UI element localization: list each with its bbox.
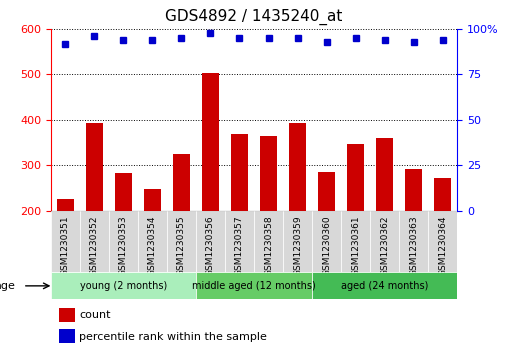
Bar	[173, 154, 190, 301]
Text: GSM1230351: GSM1230351	[61, 216, 70, 276]
Title: GDS4892 / 1435240_at: GDS4892 / 1435240_at	[165, 9, 343, 25]
Bar	[405, 169, 422, 301]
Text: aged (24 months): aged (24 months)	[341, 281, 428, 291]
Text: GSM1230353: GSM1230353	[119, 216, 128, 276]
Text: GSM1230359: GSM1230359	[293, 216, 302, 276]
Bar	[254, 211, 283, 272]
Bar	[312, 272, 457, 299]
Bar	[56, 199, 74, 301]
Text: GSM1230362: GSM1230362	[380, 216, 389, 276]
Bar	[51, 272, 196, 299]
Bar	[231, 134, 248, 301]
Bar	[318, 172, 335, 301]
Text: GSM1230356: GSM1230356	[206, 216, 215, 276]
Bar	[202, 73, 219, 301]
Bar	[115, 173, 132, 301]
Bar	[428, 211, 457, 272]
Bar	[138, 211, 167, 272]
Text: GSM1230363: GSM1230363	[409, 216, 418, 276]
Bar	[196, 272, 312, 299]
Bar	[370, 211, 399, 272]
Bar	[59, 308, 75, 322]
Text: percentile rank within the sample: percentile rank within the sample	[79, 332, 267, 342]
Bar	[51, 211, 80, 272]
Text: GSM1230355: GSM1230355	[177, 216, 186, 276]
Bar	[109, 211, 138, 272]
Text: GSM1230354: GSM1230354	[148, 216, 157, 276]
Bar	[312, 211, 341, 272]
Bar	[80, 211, 109, 272]
Bar	[347, 144, 364, 301]
Bar	[167, 211, 196, 272]
Bar	[225, 211, 254, 272]
Text: GSM1230360: GSM1230360	[322, 216, 331, 276]
Bar	[196, 211, 225, 272]
Text: GSM1230352: GSM1230352	[90, 216, 99, 276]
Bar	[260, 136, 277, 301]
Bar	[289, 123, 306, 301]
Text: GSM1230358: GSM1230358	[264, 216, 273, 276]
Text: GSM1230361: GSM1230361	[351, 216, 360, 276]
Bar	[59, 329, 75, 343]
Text: GSM1230357: GSM1230357	[235, 216, 244, 276]
Bar	[283, 211, 312, 272]
Bar	[434, 178, 452, 301]
Text: young (2 months): young (2 months)	[80, 281, 167, 291]
Bar	[376, 138, 393, 301]
Bar	[341, 211, 370, 272]
Bar	[399, 211, 428, 272]
Text: age: age	[0, 281, 15, 291]
Text: GSM1230364: GSM1230364	[438, 216, 447, 276]
Text: middle aged (12 months): middle aged (12 months)	[192, 281, 316, 291]
Bar	[144, 189, 161, 301]
Bar	[86, 123, 103, 301]
Text: count: count	[79, 310, 111, 321]
